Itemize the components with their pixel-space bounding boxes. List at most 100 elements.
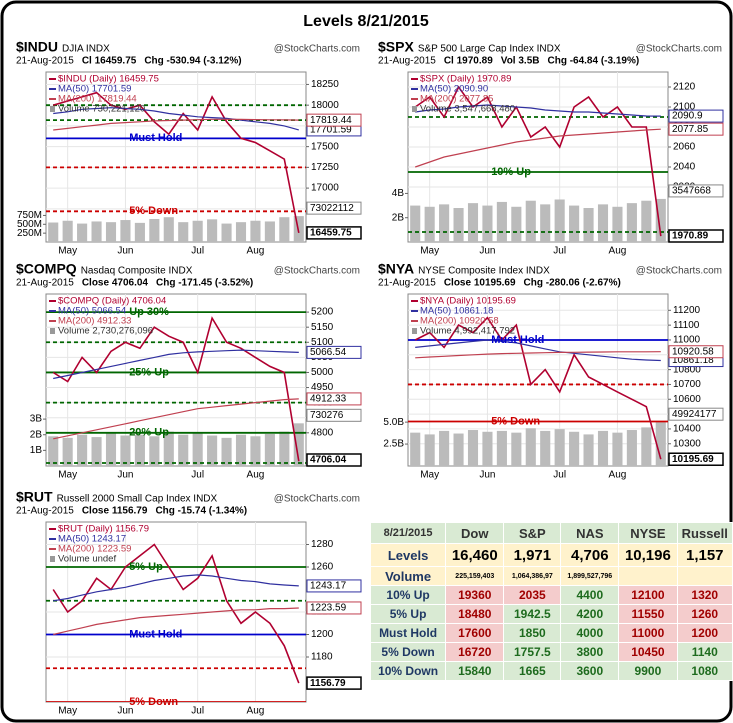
x-tick-label: May — [58, 706, 77, 717]
source: @StockCharts.com — [274, 494, 360, 505]
end-label-box — [306, 579, 362, 593]
volume-bar — [48, 222, 59, 242]
volume-bar — [410, 432, 421, 466]
table-row: 10% Down 15840 1665 3600 9900 1080 — [369, 661, 733, 681]
volume-bar — [62, 437, 73, 466]
empty-cell — [618, 566, 678, 586]
volume-bar — [482, 431, 493, 466]
volume-bar — [482, 205, 493, 242]
ma-line — [53, 398, 299, 440]
end-label: 5066.54 — [310, 347, 347, 358]
header-change: Chg -171.45 (-3.52%) — [156, 278, 253, 289]
x-tick-label: May — [420, 470, 439, 481]
volume-bar — [641, 427, 652, 466]
y-tick-label: 11100 — [673, 320, 700, 331]
end-label: 4706.04 — [310, 455, 347, 466]
end-label: 2077.85 — [672, 124, 709, 135]
header-change: Chg -280.06 (-2.67%) — [524, 278, 621, 289]
x-tick-label: Jul — [191, 470, 204, 481]
value-cell: 18480 — [445, 604, 505, 624]
volume-bar — [554, 199, 565, 242]
index-name: Russell 2000 Small Cap Index INDX — [57, 494, 218, 505]
legend-entry: Volume 3,547,668,480 — [420, 104, 515, 115]
volume-bar — [207, 219, 218, 242]
legend-entry: MA(200) 1223.59 — [58, 544, 131, 555]
legend-entry: MA(50) 2090.90 — [420, 84, 488, 95]
volume-bar — [439, 430, 450, 466]
volume-bar — [467, 430, 479, 466]
x-tick-label: Aug — [609, 246, 627, 257]
y-tick-label: 10700 — [673, 379, 701, 390]
header-cell: Russell — [676, 522, 733, 544]
row-label: Must Hold — [369, 623, 447, 643]
volume-bar — [293, 423, 304, 466]
legend-swatch — [50, 328, 55, 334]
ma-line — [415, 351, 661, 359]
volume-end-label: 3547668 — [672, 186, 711, 197]
volume-bar — [264, 433, 275, 466]
header-close: Close 10195.69 — [444, 278, 516, 289]
index-name: NYSE Composite Index INDX — [418, 266, 550, 277]
legend-entry: MA(50) 17701.59 — [58, 84, 131, 95]
x-tick-label: Jun — [479, 470, 495, 481]
y-tick-label: 10400 — [673, 424, 701, 435]
plot-area — [45, 71, 307, 243]
level-label: 10% Up — [491, 166, 531, 178]
end-label-box — [668, 122, 724, 136]
value-cell: 1,899,527,796 — [560, 566, 620, 586]
x-tick-label: Jun — [117, 470, 133, 481]
ma-line — [53, 349, 299, 380]
volume-bar — [612, 206, 623, 242]
y-tick-label: 2040 — [673, 162, 696, 173]
value-cell: 17600 — [445, 623, 505, 643]
volume-bar — [207, 435, 218, 466]
value-cell: 3800 — [560, 642, 620, 662]
x-tick-label: Aug — [609, 470, 627, 481]
end-label-box — [306, 601, 362, 615]
y-tick-label: 10600 — [673, 394, 701, 405]
volume-bar — [467, 203, 479, 242]
symbol: $INDU — [16, 39, 58, 55]
index-name: S&P 500 Large Cap Index INDX — [418, 44, 561, 55]
y-tick-label: 1200 — [311, 629, 334, 640]
symbol: $RUT — [16, 489, 53, 505]
header-cell: NYSE — [618, 522, 678, 544]
volume-bar — [264, 221, 275, 242]
volume-bar — [597, 204, 609, 242]
header-cell: S&P — [503, 522, 562, 544]
volume-bar — [178, 222, 189, 242]
vol-tick-label: 750M — [17, 210, 42, 221]
end-label-box — [668, 229, 724, 243]
level-label: 25% Up — [129, 366, 169, 378]
x-tick-label: Aug — [247, 246, 265, 257]
volume-end-label: 730276 — [310, 410, 344, 421]
vol-tick-label: 2.5B — [383, 439, 404, 450]
index-name: DJIA INDX — [62, 44, 110, 55]
index-name: Nasdaq Composite INDX — [81, 266, 193, 277]
end-label: 17819.44 — [310, 115, 352, 126]
volume-bar — [583, 434, 594, 466]
value-cell: 2035 — [503, 585, 562, 605]
volume-bar — [410, 205, 421, 242]
header-cell: Dow — [445, 522, 505, 544]
value-cell: 4000 — [560, 623, 620, 643]
volume-bar — [134, 222, 145, 242]
volume-bar — [641, 200, 652, 242]
volume-bar — [655, 422, 666, 466]
plot-area — [407, 293, 669, 467]
plot-layer — [46, 72, 306, 242]
end-label-box — [306, 676, 362, 690]
value-cell: 1,157 — [676, 543, 733, 567]
header-cell: NAS — [560, 522, 620, 544]
volume-bar — [91, 437, 102, 466]
value-cell: 15840 — [445, 661, 505, 681]
volume-bar — [424, 206, 435, 242]
volume-bar — [554, 429, 565, 466]
value-cell: 9900 — [618, 661, 678, 681]
volume-bar — [626, 203, 637, 242]
table-row: Must Hold 17600 1850 4000 11000 1200 — [369, 623, 733, 643]
y-tick-label: 2120 — [673, 82, 696, 93]
volume-bar — [525, 428, 536, 466]
x-tick-label: Jul — [191, 706, 204, 717]
value-cell: 1,064,386,97 — [503, 566, 562, 586]
